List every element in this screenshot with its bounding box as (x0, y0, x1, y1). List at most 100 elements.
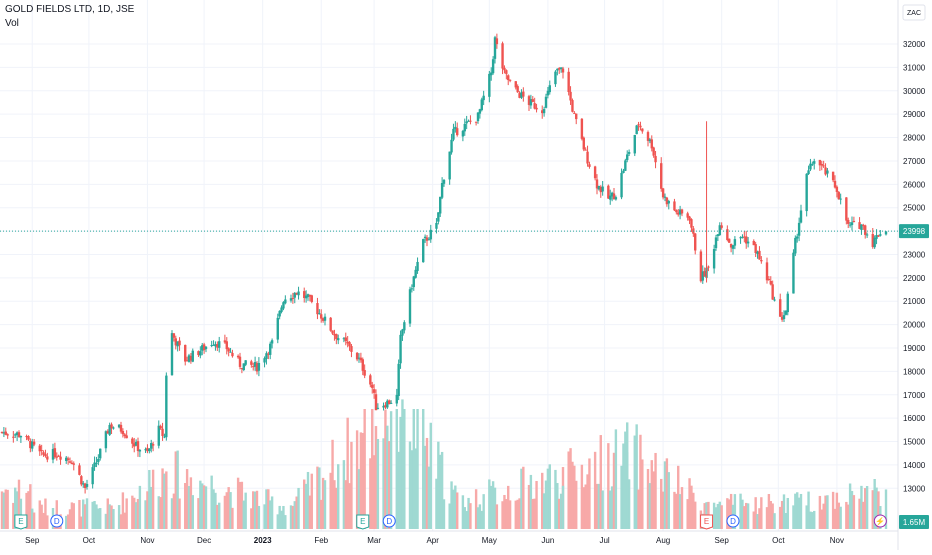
candle-body (794, 237, 797, 254)
candle-body (728, 238, 731, 243)
volume-bar (425, 437, 429, 529)
volume-bar (726, 498, 729, 529)
volume-bar (422, 409, 425, 529)
candle-body (729, 243, 733, 248)
volume-bar (875, 487, 878, 529)
candle-body (6, 434, 9, 436)
time-tick-label: Apr (426, 536, 439, 545)
candle-body (522, 91, 525, 97)
candle-body (278, 310, 281, 317)
last-price-badge (899, 224, 929, 239)
candle-body (554, 71, 557, 85)
candle-body (720, 225, 723, 228)
volume-bar (369, 458, 372, 529)
volume-bar (42, 512, 45, 529)
volume-bar (306, 471, 310, 529)
candle-body (267, 353, 270, 355)
candle-body (197, 351, 200, 355)
volume-bar (633, 435, 636, 529)
currency-button[interactable] (902, 4, 926, 21)
candle-body (270, 340, 274, 344)
dividend-marker-icon[interactable] (726, 514, 740, 528)
candle-body (573, 112, 576, 114)
volume-bar (284, 515, 287, 529)
volume-bar (131, 495, 134, 529)
candle-body (72, 463, 75, 465)
volume-bar (799, 493, 803, 529)
volume-bar (852, 495, 856, 529)
candle-body (263, 358, 266, 363)
volume-bar (626, 452, 629, 529)
candle-body (678, 209, 682, 215)
volume-bar (796, 492, 799, 529)
volume-bar (227, 487, 230, 529)
volume-bar (401, 399, 404, 529)
candle-body (68, 461, 72, 463)
price-tick-label: 20000 (903, 321, 926, 330)
event-marker-icon[interactable] (873, 514, 887, 528)
volume-bar (389, 411, 393, 529)
candle-body (310, 295, 313, 302)
earnings-marker-icon[interactable] (14, 514, 28, 530)
candle-body (342, 338, 346, 340)
candle-body (357, 357, 361, 359)
candle-body (214, 344, 217, 347)
candle-body (97, 458, 100, 463)
volume-bar (461, 495, 465, 529)
candle-body (265, 353, 268, 359)
candle-body (796, 236, 799, 239)
volume-bar (40, 504, 43, 529)
candle-body (355, 352, 359, 360)
candle-body (831, 171, 835, 181)
candle-body (178, 340, 181, 346)
candle-body (507, 75, 510, 81)
volume-bar (862, 501, 865, 529)
volume-bar (83, 504, 87, 529)
candle-body (333, 333, 336, 336)
candle-body (363, 370, 366, 376)
volume-bar (652, 471, 655, 529)
candle-body (236, 355, 240, 358)
candle-body (331, 330, 334, 334)
candle-body (276, 317, 279, 340)
candle-body (599, 186, 602, 193)
dividend-marker-icon[interactable] (50, 514, 64, 528)
volume-bar (480, 510, 483, 529)
candle-body (104, 431, 108, 449)
candle-body (119, 424, 123, 432)
candle-body (223, 340, 227, 343)
volume-bar (278, 505, 281, 529)
price-tick-label: 22000 (903, 274, 926, 283)
volume-bar (729, 493, 733, 529)
candle-body (701, 271, 704, 281)
volume-bar (97, 508, 100, 529)
volume-bar (873, 479, 876, 529)
volume-bar (344, 480, 347, 529)
candle-body (690, 219, 693, 228)
volume-bar (833, 508, 837, 529)
candle-body (306, 294, 310, 297)
volume-bar (646, 468, 650, 529)
volume-bar (454, 485, 457, 529)
candle-body (488, 73, 491, 97)
volume-bar (845, 501, 848, 529)
volume-bar (654, 452, 657, 529)
earnings-marker-icon[interactable] (700, 514, 714, 530)
candle-body (42, 452, 45, 455)
candle-body (157, 425, 160, 446)
volume-bar (584, 484, 587, 529)
candle-body (482, 95, 485, 101)
volume-bar (456, 492, 459, 529)
candle-body (429, 229, 432, 240)
dividend-marker-icon[interactable] (382, 514, 396, 528)
earnings-marker-icon[interactable] (356, 514, 370, 530)
volume-bar (601, 490, 604, 529)
volume-bar (635, 424, 638, 529)
candle-body (610, 192, 614, 197)
volume-bar (884, 489, 888, 529)
candle-body (117, 424, 121, 428)
candle-body (756, 251, 759, 254)
candle-body (743, 236, 746, 238)
candle-body (597, 185, 601, 190)
